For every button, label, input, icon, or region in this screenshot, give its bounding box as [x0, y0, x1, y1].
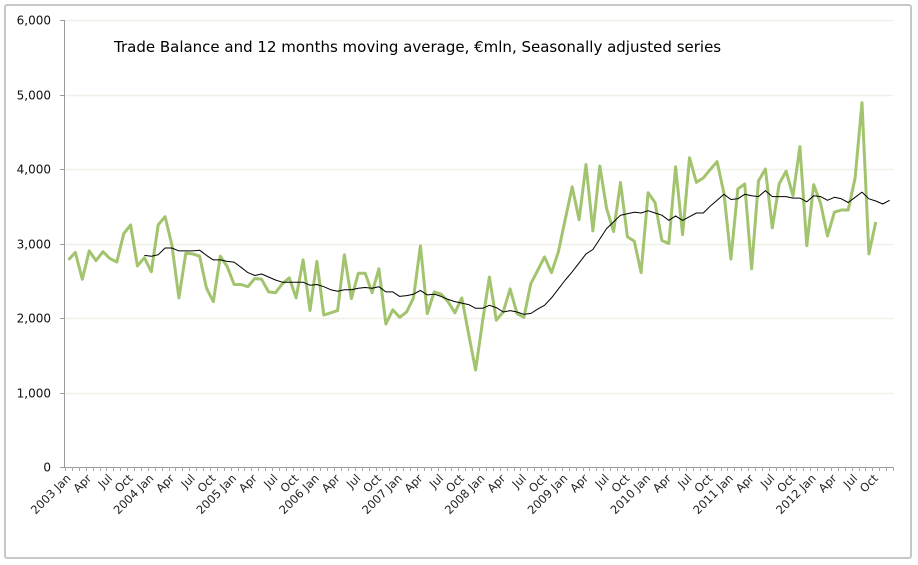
chart-title: Trade Balance and 12 months moving avera… [113, 38, 721, 56]
y-tick-label: 6,000 [17, 14, 51, 28]
y-tick-label: 3,000 [17, 238, 51, 252]
x-tick-label: 2003 Jan [28, 471, 74, 517]
x-tick-label: Apr [401, 471, 425, 495]
x-tick-label: Apr [815, 471, 839, 495]
x-tick-label: Jul [177, 471, 197, 491]
x-tick-label: Jul [95, 471, 115, 491]
chart-frame [4, 4, 912, 559]
x-tick-label: Apr [733, 471, 757, 495]
x-tick-label: Apr [650, 471, 674, 495]
x-tick-label: Jul [674, 471, 694, 491]
x-tick-label: Oct [857, 471, 881, 495]
x-tick-label: 2010 Jan [607, 471, 653, 517]
x-tick-label: Apr [567, 471, 591, 495]
x-tick-label: 2005 Jan [193, 471, 239, 517]
y-tick-label: 1,000 [17, 387, 51, 401]
x-tick-label: 2006 Jan [276, 471, 322, 517]
x-tick-label: Apr [153, 471, 177, 495]
x-tick-label: Apr [70, 471, 94, 495]
series-line-trade-balance [67, 101, 878, 372]
y-tick-label: 2,000 [17, 312, 51, 326]
y-tick-label: 0 [43, 461, 51, 475]
x-tick-label: Jul [757, 471, 777, 491]
x-tick-label: Apr [319, 471, 343, 495]
y-tick-label: 4,000 [17, 163, 51, 177]
x-tick-label: 2007 Jan [359, 471, 405, 517]
x-tick-label: Jul [426, 471, 446, 491]
x-tick-label: 2012 Jan [773, 471, 819, 517]
x-tick-label: Jul [260, 471, 280, 491]
x-tick-label: 2008 Jan [442, 471, 488, 517]
y-axis-ticks: 0 1,000 2,000 3,000 4,000 5,000 6,000 [17, 14, 65, 475]
x-tick-label: Apr [236, 471, 260, 495]
x-tick-label: Jul [509, 471, 529, 491]
x-tick-label: Apr [484, 471, 508, 495]
series-lines [67, 101, 890, 372]
x-tick-label: Jul [343, 471, 363, 491]
y-tick-label: 5,000 [17, 89, 51, 103]
x-tick-label: 2004 Jan [111, 471, 157, 517]
x-tick-label: Jul [840, 471, 860, 491]
x-tick-label: 2009 Jan [525, 471, 571, 517]
x-tick-label: Jul [591, 471, 611, 491]
x-tick-label: 2011 Jan [690, 471, 736, 517]
series-line-moving-average [144, 190, 890, 315]
